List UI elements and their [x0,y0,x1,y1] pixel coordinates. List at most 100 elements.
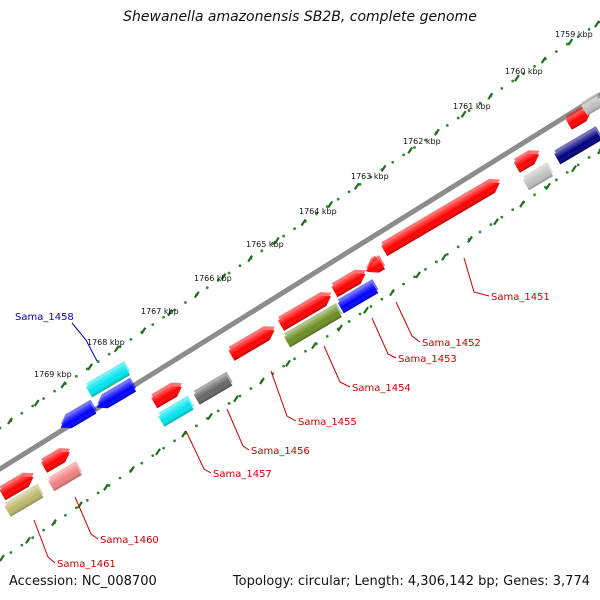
scale-major-tick [247,254,254,263]
gene-label[interactable]: Sama_1460 [100,535,159,546]
feature-shading [581,96,600,116]
scale-major-tick [514,74,520,82]
gene-feature-sama-1460[interactable] [47,461,84,492]
backbone-highlight [0,100,600,476]
scale-dot [325,334,329,338]
label-leader-line [185,430,212,474]
gene-feature-sama-1461[interactable] [3,483,45,517]
feature-shading [158,399,194,427]
scale-label: 1768 kbp [87,338,125,347]
scale-major-tick [441,253,447,261]
gene-feature[interactable] [521,162,554,191]
gene-feature[interactable] [40,444,75,473]
gene-feature[interactable] [227,322,279,361]
scale-dot [293,227,296,231]
scale-major-tick [353,182,360,191]
gene-feature-sama-1458[interactable] [84,361,131,398]
scale-dot [522,72,526,76]
scale-dot [511,79,515,83]
feature-shading [284,306,342,348]
scale-major-tick [181,430,187,438]
gene-feature-sama-1454[interactable] [283,303,344,348]
label-leader-line [71,322,98,362]
gene-label[interactable]: Sama_1458 [15,312,74,323]
gene-feature-sama-1453[interactable] [336,279,380,314]
gene-label[interactable]: Sama_1461 [57,559,116,570]
gene-label[interactable]: Sama_1456 [251,446,310,457]
label-leader-line [463,257,490,297]
gene-feature[interactable] [580,92,600,116]
gene-label[interactable]: Sama_1457 [213,469,272,480]
gene-feature[interactable] [56,399,98,433]
scale-dot [173,439,176,443]
scale-dot [31,536,35,540]
scale-major-tick [155,448,161,456]
scale-dot [413,275,416,279]
gene-label[interactable]: Sama_1453 [398,354,457,365]
feature-shading [522,165,554,191]
gene-feature-sama-1451[interactable] [380,174,505,257]
scale-dot [151,454,155,458]
scale-dot [260,249,264,253]
feature-shading [554,129,600,165]
scale-dot [554,178,558,182]
scale-dot [118,476,122,480]
gene-label[interactable]: Sama_1451 [491,292,550,303]
scale-label: 1760 kbp [505,67,543,76]
scale-label: 1767 kbp [141,307,179,316]
scale-dot [216,278,220,282]
scale-dot [238,394,242,398]
scale-dot [205,286,209,290]
label-leader-line [395,301,421,343]
gene-label[interactable]: Sama_1455 [298,417,357,428]
scale-major-tick [389,288,395,297]
scale-major-tick [77,501,83,509]
scale-dot [173,308,176,312]
gene-feature-sama-1456[interactable] [192,371,234,405]
scale-major-tick [571,165,577,173]
gene-feature[interactable] [564,103,596,130]
gene-feature-sama-1457[interactable] [157,395,196,427]
scale-dot [500,87,504,90]
scale-dot [434,260,438,264]
scale-dot [576,163,580,167]
gene-feature[interactable] [150,378,187,409]
gene-feature[interactable] [92,377,138,413]
gene-feature-sama-1452[interactable] [364,255,387,277]
scale-dot [500,215,504,219]
scale-major-tick [415,271,421,279]
scale-dot [0,426,2,430]
scale-dot [107,352,111,356]
gene-feature[interactable] [0,468,38,501]
feature-shading [193,375,233,405]
gene-feature[interactable] [512,146,544,173]
gene-label[interactable]: Sama_1452 [422,338,481,349]
scale-major-tick [60,381,67,389]
scale-dot [380,297,384,301]
scale-label: 1762 kbp [403,137,441,146]
feature-shading [381,182,500,257]
scale-dot [271,242,275,245]
scale-dot [64,513,67,517]
scale-dot [96,491,100,495]
scale-dot [489,223,493,226]
gene-feature-sama-1455[interactable] [276,288,335,331]
label-leader-line [371,317,397,359]
gene-feature[interactable] [553,126,600,165]
scale-label: 1766 kbp [194,274,232,283]
scale-dot [336,197,340,201]
scale-dot [53,389,56,393]
gene-feature[interactable] [330,265,370,298]
feature-shading [0,476,34,501]
scale-major-tick [487,92,494,100]
label-leaders [33,257,490,564]
gene-features [0,92,600,517]
scale-dot [42,397,46,400]
scale-dot [31,404,35,408]
gene-label[interactable]: Sama_1454 [352,383,411,394]
scale-dot [118,345,122,349]
scale-dot [369,305,373,308]
scale-major-tick [0,554,5,562]
scale-dot [151,323,155,327]
scale-dot [554,50,558,53]
